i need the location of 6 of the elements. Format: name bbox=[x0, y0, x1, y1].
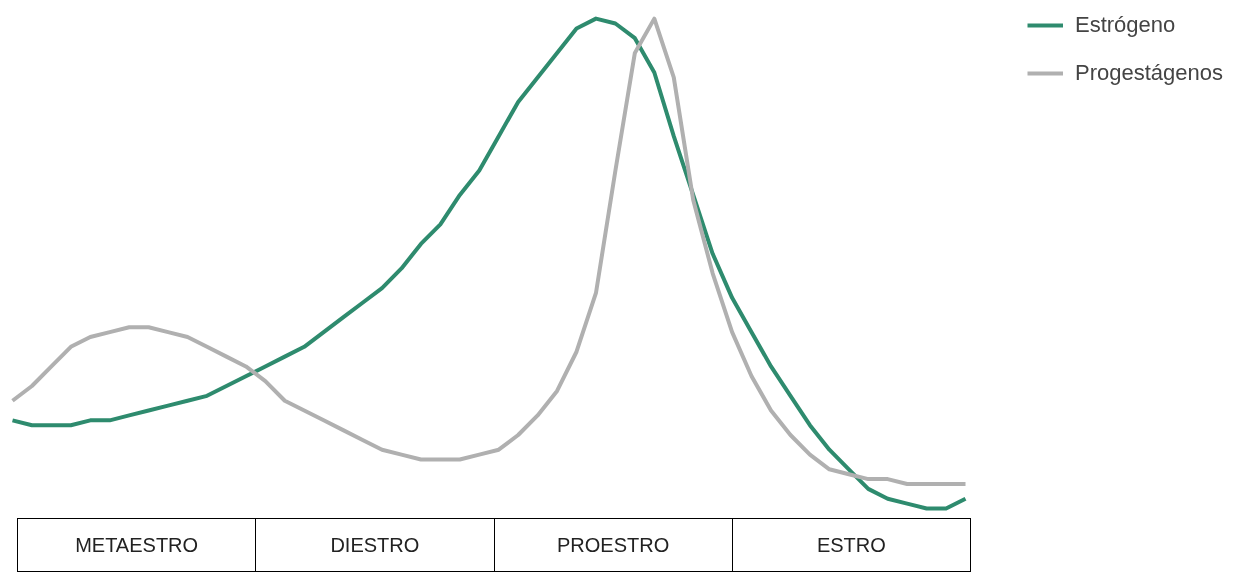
text: PROESTRO bbox=[494, 518, 733, 572]
legend-label: Estrógeno bbox=[1075, 12, 1176, 38]
text: DIESTRO bbox=[255, 518, 494, 572]
legend-label: Progestágenos bbox=[1075, 60, 1223, 86]
text: ESTRO bbox=[732, 518, 971, 572]
text: METAESTRO bbox=[17, 518, 256, 572]
